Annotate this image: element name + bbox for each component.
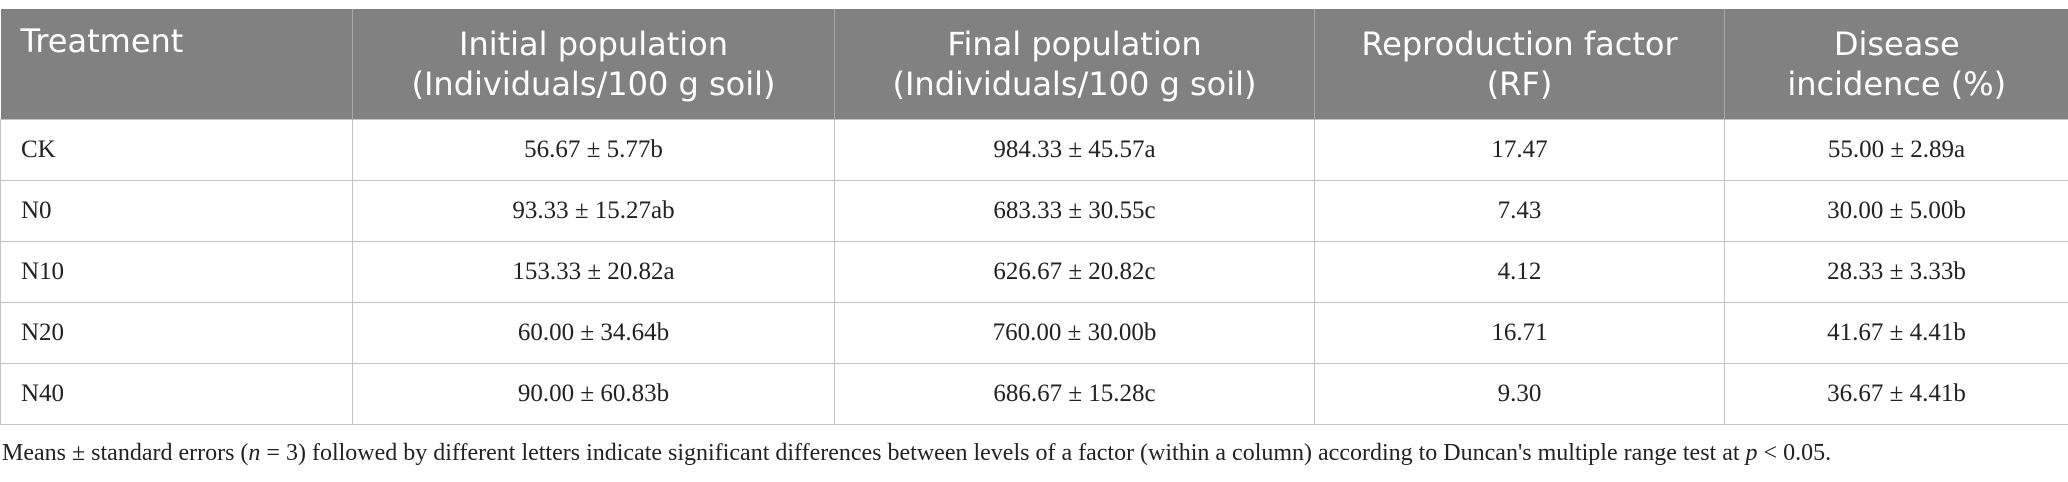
table-cell: 626.67 ± 20.82c bbox=[834, 240, 1315, 303]
table-cell: 28.33 ± 3.33b bbox=[1724, 240, 2068, 303]
header-cell: Reproduction factor (RF) bbox=[1314, 9, 1725, 119]
row-label: N40 bbox=[0, 362, 353, 425]
table-cell: 60.00 ± 34.64b bbox=[352, 301, 835, 364]
table-cell: 55.00 ± 2.89a bbox=[1724, 118, 2068, 181]
table-row: N10 153.33 ± 20.82a 626.67 ± 20.82c 4.12 28.… bbox=[0, 240, 2068, 303]
table-cell: 90.00 ± 60.83b bbox=[352, 362, 835, 425]
table-cell: 153.33 ± 20.82a bbox=[352, 240, 835, 303]
data-table: Treatment Initial population (Individuals… bbox=[0, 9, 2068, 425]
table-cell: 17.47 bbox=[1314, 118, 1725, 181]
row-label: N0 bbox=[0, 179, 353, 242]
table-cell: 984.33 ± 45.57a bbox=[834, 118, 1315, 181]
header-cell: Disease incidence (%) bbox=[1724, 9, 2068, 119]
row-label: CK bbox=[0, 118, 353, 181]
footnote-text: < 0.05. bbox=[1757, 440, 1832, 466]
table-row: N20 60.00 ± 34.64b 760.00 ± 30.00b 16.71 41.… bbox=[0, 301, 2068, 364]
footnote: Means ± standard errors (n = 3) followed… bbox=[2, 440, 1831, 467]
table-cell: 7.43 bbox=[1314, 179, 1725, 242]
footnote-symbol: p bbox=[1745, 440, 1758, 466]
table-row: N40 90.00 ± 60.83b 686.67 ± 15.28c 9.30 36.6… bbox=[0, 362, 2068, 425]
header-cell: Initial population (Individuals/100 g so… bbox=[352, 9, 835, 119]
table-cell: 4.12 bbox=[1314, 240, 1725, 303]
header-cell: Treatment bbox=[0, 9, 353, 119]
footnote-text: = 3) followed by different letters indic… bbox=[260, 440, 1746, 466]
table-cell: 36.67 ± 4.41b bbox=[1724, 362, 2068, 425]
table-cell: 760.00 ± 30.00b bbox=[834, 301, 1315, 364]
table-row: N0 93.33 ± 15.27ab 683.33 ± 30.55c 7.43 30.0… bbox=[0, 179, 2068, 242]
row-label: N20 bbox=[0, 301, 353, 364]
table-cell: 93.33 ± 15.27ab bbox=[352, 179, 835, 242]
header-row: Treatment Initial population (Individuals… bbox=[0, 9, 2068, 119]
footnote-symbol: n bbox=[248, 440, 261, 466]
table-cell: 683.33 ± 30.55c bbox=[834, 179, 1315, 242]
table-body: CK 56.67 ± 5.77b 984.33 ± 45.57a 17.47 55.00… bbox=[0, 118, 2068, 425]
table-cell: 9.30 bbox=[1314, 362, 1725, 425]
row-label: N10 bbox=[0, 240, 353, 303]
table-row: CK 56.67 ± 5.77b 984.33 ± 45.57a 17.47 55.00… bbox=[0, 118, 2068, 181]
table-cell: 30.00 ± 5.00b bbox=[1724, 179, 2068, 242]
table-cell: 16.71 bbox=[1314, 301, 1725, 364]
table-cell: 56.67 ± 5.77b bbox=[352, 118, 835, 181]
footnote-text: Means ± standard errors ( bbox=[2, 440, 249, 466]
header-cell: Final population (Individuals/100 g soil… bbox=[834, 9, 1315, 119]
table-cell: 41.67 ± 4.41b bbox=[1724, 301, 2068, 364]
table-cell: 686.67 ± 15.28c bbox=[834, 362, 1315, 425]
